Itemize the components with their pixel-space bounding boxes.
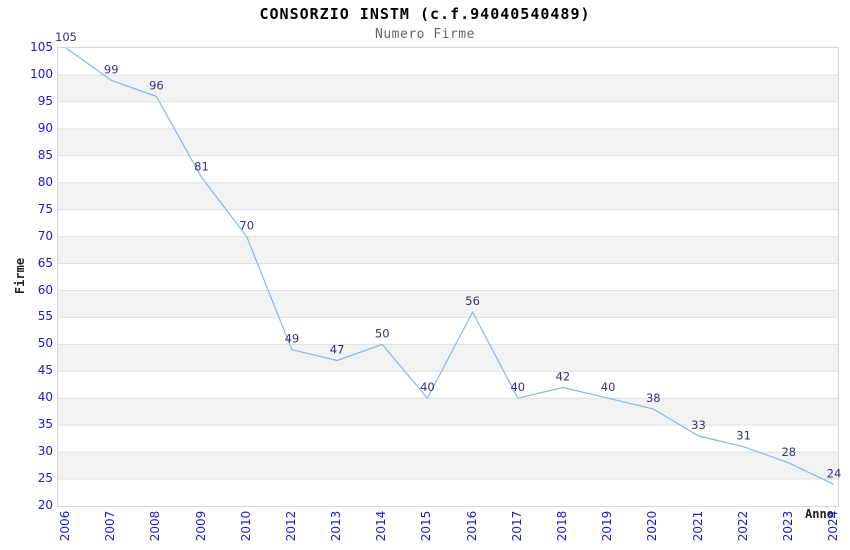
x-tick-label: 2009	[193, 510, 208, 542]
y-tick-label: 65	[37, 255, 53, 270]
y-tick-label: 30	[37, 444, 53, 459]
grid-band	[58, 398, 838, 426]
grid-band	[58, 74, 838, 102]
y-tick-label: 25	[37, 471, 53, 486]
x-tick-label: 2024	[826, 510, 840, 542]
x-tick-label: 2007	[103, 510, 118, 542]
data-point-label: 49	[285, 332, 300, 346]
plot-area: 105 99 96 81 70 49 47 50 40 56 40 42 40 38 33 31 28 24	[55, 30, 841, 507]
y-tick-label: 35	[37, 417, 53, 432]
data-point-label: 105	[55, 30, 77, 44]
y-tick-label: 105	[30, 40, 53, 54]
data-point-label: 50	[375, 326, 390, 340]
data-point-label: 99	[104, 62, 119, 76]
x-axis-title: Anno	[805, 507, 834, 521]
grid-band	[58, 452, 838, 480]
data-point-label: 40	[420, 380, 435, 394]
grid-band	[58, 290, 838, 318]
y-tick-label: 55	[37, 309, 53, 324]
data-point-label: 56	[465, 294, 480, 308]
y-tick-label: 50	[37, 336, 53, 351]
x-tick-label: 2016	[464, 510, 479, 542]
grid-band	[58, 236, 838, 264]
y-tick-label: 70	[37, 228, 53, 243]
x-tick-label: 2023	[780, 510, 795, 542]
x-tick-label: 2020	[645, 510, 660, 542]
x-tick-label: 2015	[419, 510, 434, 542]
x-tick-label: 2017	[509, 510, 524, 542]
data-point-label: 24	[827, 466, 842, 480]
data-point-label: 81	[194, 159, 209, 173]
y-tick-label: 90	[37, 120, 53, 135]
y-tick-label: 95	[37, 93, 53, 108]
data-point-label: 40	[601, 380, 616, 394]
chart-subtitle: Numero Firme	[375, 27, 475, 42]
x-tick-label: 2008	[148, 510, 163, 542]
data-point-label: 47	[330, 343, 345, 357]
x-tick-label: 2019	[600, 510, 615, 542]
x-tick-label: 2013	[329, 510, 344, 542]
data-point-label: 33	[691, 418, 706, 432]
x-tick-label: 2018	[554, 510, 569, 542]
y-tick-label: 40	[37, 390, 53, 405]
y-tick-label: 100	[30, 66, 53, 81]
x-tick-label: 2010	[238, 510, 253, 542]
data-point-label: 96	[149, 79, 164, 93]
y-tick-label: 45	[37, 363, 53, 378]
grid-band	[58, 128, 838, 156]
data-point-label: 38	[646, 391, 661, 405]
y-tick-label: 80	[37, 174, 53, 189]
x-tick-label: 2014	[374, 510, 389, 542]
grid-band	[58, 182, 838, 210]
x-tick-label: 2006	[58, 510, 72, 542]
x-tick-label: 2022	[735, 510, 750, 542]
data-point-label: 42	[556, 370, 571, 384]
data-line	[65, 47, 835, 485]
data-point-label: 70	[239, 219, 254, 233]
plot-canvas: 105 99 96 81 70 49 47 50 40 56 40 42 40 38 33 31 28 24	[55, 30, 841, 485]
chart-title: CONSORZIO INSTM (c.f.94040540489)	[259, 5, 591, 23]
x-tick-label: 2012	[283, 510, 298, 542]
data-point-label: 31	[736, 429, 751, 443]
y-tick-label: 20	[37, 498, 53, 512]
y-tick-label: 85	[37, 147, 53, 162]
x-tick-label: 2021	[690, 510, 705, 542]
data-point-label: 28	[781, 445, 796, 459]
y-tick-label: 60	[37, 282, 53, 297]
y-tick-label: 75	[37, 201, 53, 216]
data-point-label: 40	[510, 380, 525, 394]
